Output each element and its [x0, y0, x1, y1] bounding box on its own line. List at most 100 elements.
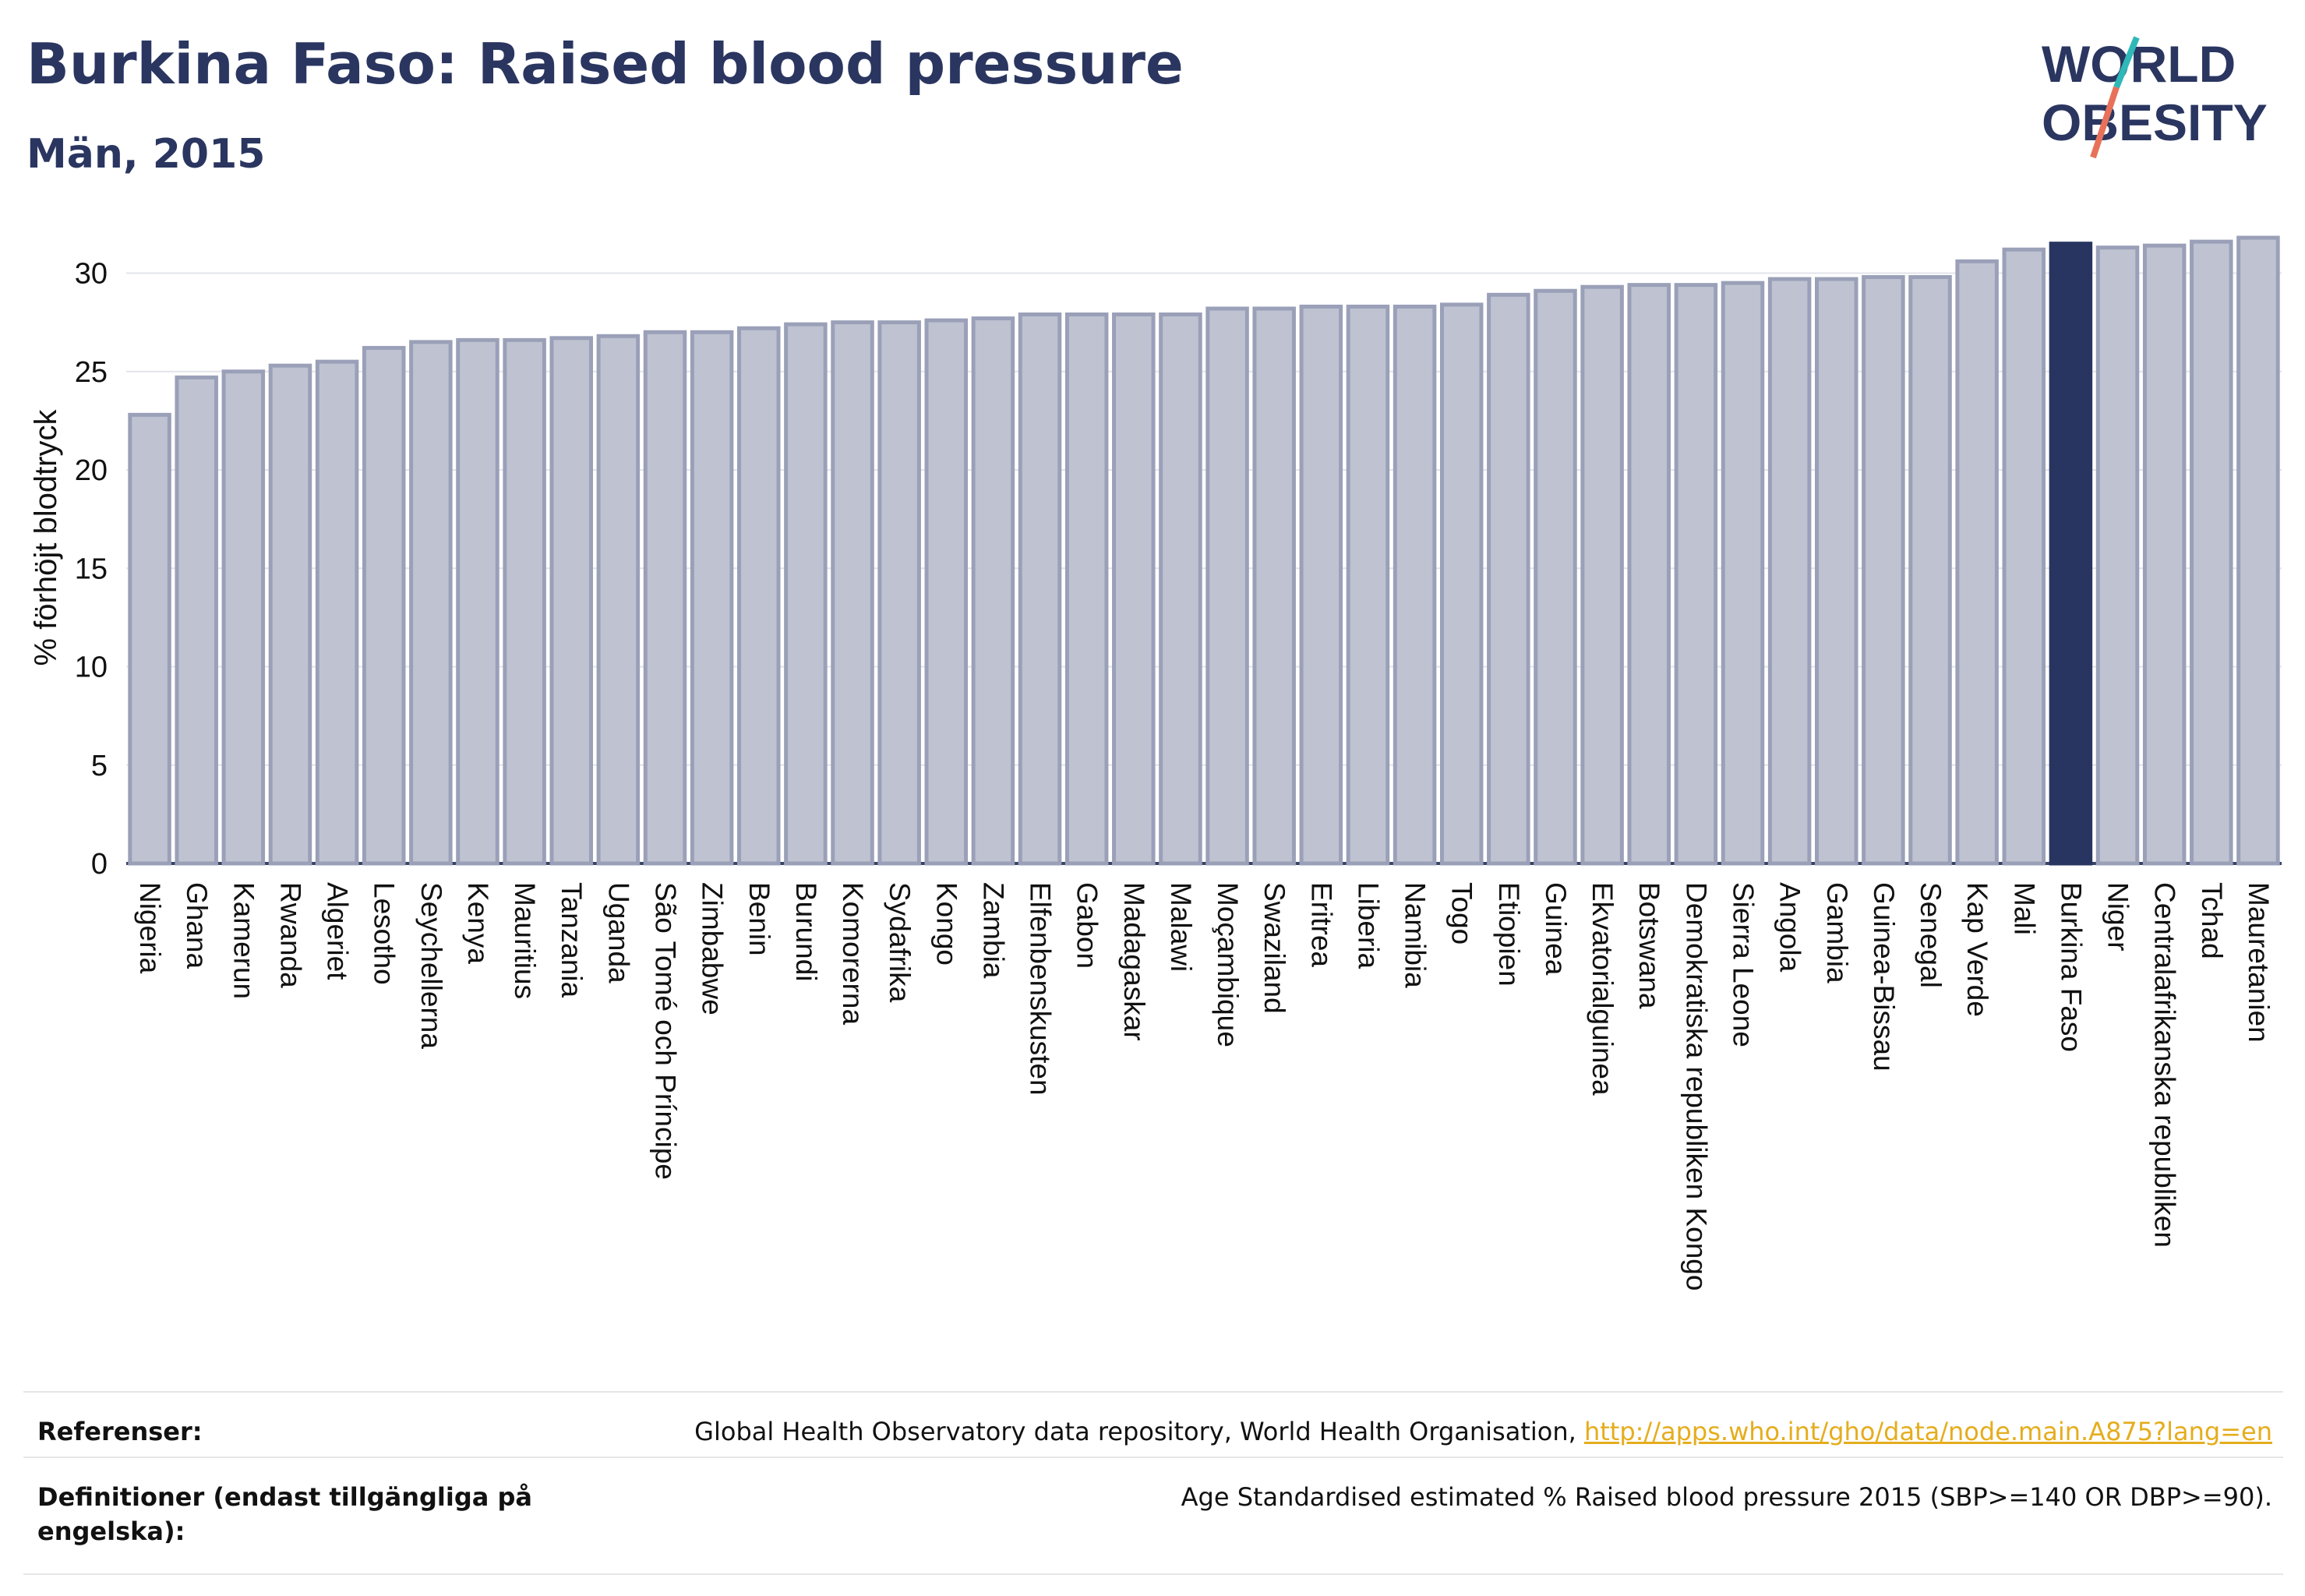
bar-komorerna	[831, 320, 874, 866]
world-obesity-logo: WORLD OBESITY	[2042, 35, 2268, 159]
bar-malawi	[1159, 312, 1202, 866]
definitions-row: Definitioner (endast tillgängliga på eng…	[23, 1457, 2283, 1575]
x-tick-label: Namibia	[1400, 882, 1431, 988]
x-tick-label: Rwanda	[274, 882, 306, 988]
bar-nigeria	[128, 412, 171, 866]
x-tick-label: Gambia	[1821, 882, 1853, 983]
bar-guinea-bissau	[1862, 275, 1905, 866]
x-tick-label: Zimbabwe	[697, 882, 729, 1015]
y-tick-label: 0	[91, 848, 108, 881]
x-tick-label: Angola	[1774, 882, 1806, 973]
bar-uganda	[596, 334, 641, 866]
bar-swaziland	[1252, 306, 1296, 866]
bar-ekvatorialguinea	[1580, 284, 1624, 866]
logo-slash-teal	[2113, 36, 2140, 89]
bar-elfenbenskusten	[1018, 312, 1062, 866]
references-label: Referenser:	[37, 1417, 203, 1446]
x-tick-label: Swaziland	[1258, 882, 1290, 1014]
bar-eritrea	[1299, 304, 1343, 866]
y-tick-label: 20	[75, 454, 108, 487]
x-tick-label: Togo	[1446, 882, 1478, 945]
x-tick-label: Guinea-Bissau	[1868, 882, 1900, 1072]
definitions-value: Age Standardised estimated % Raised bloo…	[1181, 1482, 2272, 1512]
bar-mauritius	[503, 337, 546, 866]
logo-text-obesity: OBESITY	[2042, 94, 2268, 151]
x-tick-label: Kap Verde	[1961, 882, 1993, 1017]
x-tick-label: Benin	[743, 882, 775, 956]
bar-gabon	[1064, 312, 1109, 866]
bar-kap-verde	[1955, 259, 1999, 866]
x-tick-label: Ghana	[181, 882, 213, 969]
bar-madagaskar	[1112, 312, 1156, 866]
bar-mauretanien	[2236, 235, 2280, 866]
bar-gambia	[1815, 277, 1858, 866]
x-tick-label: Mauretanien	[2243, 882, 2275, 1043]
x-tick-label: Centralafrikanska republiken	[2149, 882, 2181, 1248]
x-tick-label: Seychellerna	[415, 882, 447, 1049]
bar-chart: 0 5 10 15 20 25 30 Nigeria Ghana Kamerun Rwanda Al…	[29, 235, 2282, 1291]
bar-burundi	[784, 322, 828, 866]
references-link[interactable]: http://apps.who.int/gho/data/node.main.A…	[1583, 1417, 2272, 1446]
y-axis-label: % förhöjt blodtryck	[29, 408, 63, 666]
bar-liberia	[1346, 304, 1390, 866]
references-row: Referenser: Global Health Observatory da…	[23, 1391, 2283, 1457]
y-tick-label: 10	[75, 651, 108, 684]
x-tick-label: Tanzania	[556, 882, 588, 998]
x-tick-label: Etiopien	[1493, 882, 1525, 987]
x-tick-label: Mali	[2008, 882, 2040, 935]
bar-ghana	[175, 375, 218, 866]
x-tick-labels: Nigeria Ghana Kamerun Rwanda Algeriet Lesotho…	[134, 882, 2275, 1291]
y-tick-labels: 0 5 10 15 20 25 30	[75, 258, 108, 881]
bar-etiopien	[1487, 292, 1530, 866]
x-tick-label: Lesotho	[369, 882, 401, 985]
logo-slash-coral	[2090, 86, 2120, 159]
bar-tchad	[2190, 239, 2233, 866]
bar-sydafrika	[877, 320, 921, 866]
chart-title: Burkina Faso: Raised blood pressure	[26, 31, 1184, 97]
y-tick-label: 15	[75, 553, 108, 585]
bar-burkina-faso	[2049, 242, 2093, 866]
bar-algeriet	[315, 359, 359, 866]
x-tick-label: São Tomé och Príncipe	[650, 882, 682, 1180]
bar-niger	[2095, 245, 2140, 866]
y-tick-label: 5	[91, 750, 108, 782]
x-tick-label: Elfenbenskusten	[1025, 882, 1057, 1096]
x-tick-label: Kenya	[462, 882, 494, 964]
x-tick-label: Mauritius	[509, 882, 541, 999]
x-tick-label: Madagaskar	[1118, 882, 1150, 1041]
bar-centralafrikanska-republiken	[2142, 243, 2187, 866]
x-tick-label: Eritrea	[1305, 882, 1337, 967]
bar-zimbabwe	[690, 330, 734, 866]
footer-table: Referenser: Global Health Observatory da…	[23, 1391, 2283, 1575]
references-text: Global Health Observatory data repositor…	[694, 1417, 1584, 1446]
bar-botswana	[1627, 283, 1671, 866]
bar-kongo	[924, 318, 969, 866]
bar-tanzania	[549, 336, 593, 866]
x-tick-label: Botswana	[1633, 882, 1665, 1009]
x-tick-label: Uganda	[602, 882, 634, 983]
x-tick-label: Demokratiska republiken Kongo	[1680, 882, 1712, 1291]
x-tick-label: Nigeria	[134, 882, 166, 974]
x-tick-label: Zambia	[977, 882, 1009, 979]
x-tick-label: Algeriet	[322, 882, 354, 980]
x-tick-label: Burkina Faso	[2055, 882, 2087, 1052]
x-tick-label: Niger	[2102, 882, 2134, 951]
x-tick-label: Tchad	[2196, 882, 2228, 959]
bar-lesotho	[362, 345, 406, 866]
references-value: Global Health Observatory data repositor…	[694, 1414, 2283, 1449]
x-tick-label: Malawi	[1165, 882, 1197, 972]
x-tick-label: Moçambique	[1212, 882, 1244, 1047]
bar-s-o-tom-och-pr-ncipe	[643, 330, 687, 866]
x-tick-label: Sierra Leone	[1728, 882, 1760, 1047]
bar-senegal	[1908, 275, 1952, 866]
logo-text-world: WORLD	[2042, 35, 2236, 93]
bar-demokratiska-republiken-kongo	[1674, 283, 1718, 866]
x-tick-label: Senegal	[1915, 882, 1947, 988]
definitions-label: Definitioner (endast tillgängliga på eng…	[37, 1482, 532, 1546]
x-tick-label: Sydafrika	[884, 882, 916, 1003]
bar-mo-ambique	[1205, 306, 1249, 866]
x-tick-label: Liberia	[1352, 882, 1384, 969]
x-tick-label: Ekvatorialguinea	[1587, 882, 1618, 1096]
bar-zambia	[971, 316, 1015, 866]
bar-kenya	[456, 337, 499, 866]
